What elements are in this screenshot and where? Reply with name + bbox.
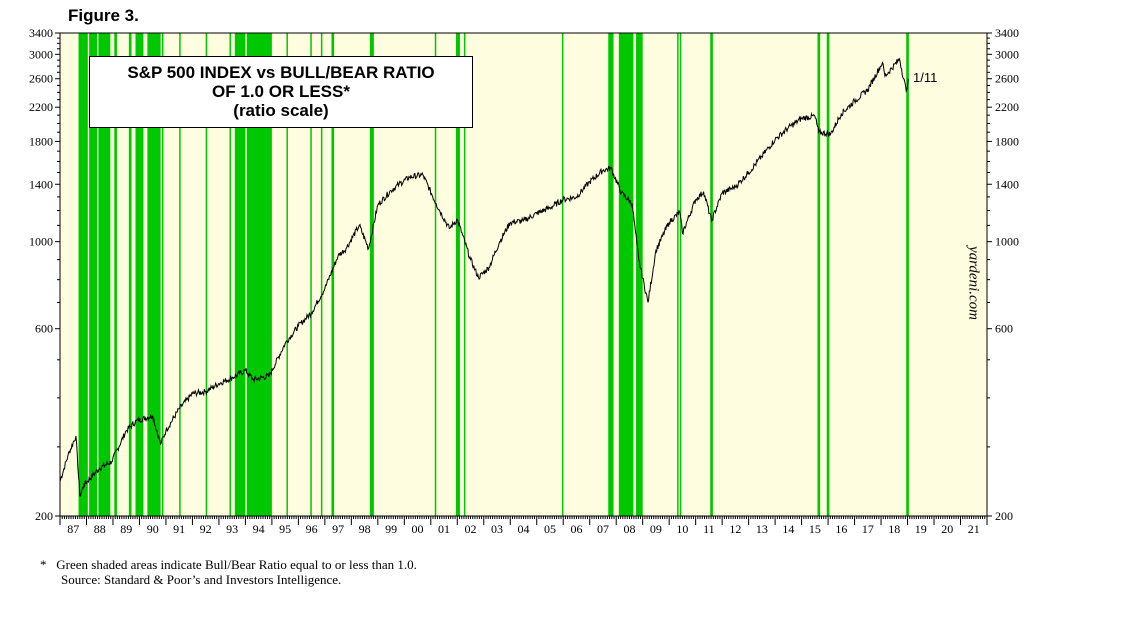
x-tick-label: 08: [623, 522, 635, 536]
y-tick-label-left: 1000: [29, 235, 53, 249]
y-tick-label-right: 2200: [995, 100, 1019, 114]
x-tick-label: 13: [756, 522, 768, 536]
x-tick-label: 12: [729, 522, 741, 536]
shaded-region: [320, 33, 323, 516]
x-tick-label: 06: [570, 522, 582, 536]
x-tick-label: 91: [173, 522, 185, 536]
footnote-line-2: Source: Standard & Poor’s and Investors …: [61, 572, 342, 587]
y-tick-label-left: 3400: [29, 26, 53, 40]
x-tick-label: 00: [412, 522, 424, 536]
x-tick-label: 02: [465, 522, 477, 536]
y-tick-label-left: 1400: [29, 177, 53, 191]
x-tick-label: 17: [862, 522, 874, 536]
x-tick-label: 98: [359, 522, 371, 536]
y-tick-label-right: 2600: [995, 72, 1019, 86]
shaded-region: [310, 33, 312, 516]
watermark: yardeni.com: [958, 243, 988, 323]
shaded-region: [679, 33, 682, 516]
x-tick-label: 90: [147, 522, 159, 536]
x-tick-label: 96: [306, 522, 318, 536]
y-tick-label-right: 600: [995, 322, 1013, 336]
x-tick-label: 04: [518, 522, 530, 536]
y-tick-label-left: 2200: [29, 100, 53, 114]
y-tick-label-right: 3400: [995, 26, 1019, 40]
x-tick-label: 01: [438, 522, 450, 536]
shaded-region: [98, 33, 111, 516]
shaded-region: [434, 33, 437, 516]
y-tick-label-left: 3000: [29, 47, 53, 61]
shaded-region: [561, 33, 564, 516]
y-tick-label-right: 1000: [995, 235, 1019, 249]
x-tick-label: 15: [809, 522, 821, 536]
shaded-region: [331, 33, 335, 516]
shaded-region: [369, 33, 374, 516]
shaded-region: [229, 33, 232, 516]
x-tick-label: 89: [120, 522, 132, 536]
shaded-region: [677, 33, 679, 516]
footnote-text-1: Green shaded areas indicate Bull/Bear Ra…: [56, 557, 417, 572]
y-tick-label-right: 200: [995, 509, 1013, 523]
shaded-region: [147, 33, 161, 516]
y-tick-label-left: 1800: [29, 134, 53, 148]
x-tick-label: 92: [200, 522, 212, 536]
x-tick-label: 97: [332, 522, 344, 536]
shaded-region: [179, 33, 181, 516]
shaded-region: [463, 33, 466, 516]
series-line: [59, 57, 909, 497]
x-tick-label: 14: [782, 522, 794, 536]
y-tick-label-left: 2600: [29, 72, 53, 86]
shaded-region: [205, 33, 208, 516]
x-tick-label: 03: [491, 522, 503, 536]
shaded-region: [618, 33, 634, 516]
shaded-region: [455, 33, 460, 516]
y-tick-label-right: 1400: [995, 177, 1019, 191]
shaded-region: [114, 33, 117, 516]
shaded-region: [906, 33, 909, 516]
chart-title-line-3: (ratio scale): [233, 101, 329, 120]
shaded-region: [128, 33, 132, 516]
shaded-region: [817, 33, 821, 516]
x-tick-label: 93: [226, 522, 238, 536]
x-tick-label: 95: [279, 522, 291, 536]
y-tick-label-left: 200: [35, 509, 53, 523]
x-tick-label: 07: [597, 522, 609, 536]
shaded-region: [636, 33, 643, 516]
shaded-region: [608, 33, 614, 516]
shaded-region: [78, 33, 88, 516]
footnote-line-1: * Green shaded areas indicate Bull/Bear …: [40, 557, 417, 573]
shaded-region: [826, 33, 830, 516]
x-tick-label: 09: [650, 522, 662, 536]
x-tick-label: 18: [888, 522, 900, 536]
x-tick-label: 99: [385, 522, 397, 536]
shaded-region: [710, 33, 713, 516]
shaded-region: [161, 33, 164, 516]
shaded-region: [135, 33, 144, 516]
x-tick-label: 05: [544, 522, 556, 536]
x-tick-label: 88: [94, 522, 106, 536]
y-tick-label-left: 600: [35, 322, 53, 336]
x-tick-label: 20: [941, 522, 953, 536]
figure-label: Figure 3.: [68, 6, 139, 25]
chart-title-box: S&P 500 INDEX vs BULL/BEAR RATIO OF 1.0 …: [89, 56, 473, 128]
x-tick-label: 19: [915, 522, 927, 536]
footnote-star: *: [40, 557, 47, 572]
end-date-label: 1/11: [913, 70, 938, 85]
chart-title-line-2: OF 1.0 OR LESS*: [212, 82, 350, 101]
x-tick-label: 21: [968, 522, 980, 536]
x-tick-label: 94: [253, 522, 265, 536]
shaded-region: [234, 33, 246, 516]
shaded-region: [89, 33, 98, 516]
shaded-region: [286, 33, 288, 516]
y-tick-label-right: 1800: [995, 134, 1019, 148]
series-layer: [59, 57, 909, 497]
watermark-text: yardeni.com: [965, 245, 982, 321]
x-tick-label: 10: [676, 522, 688, 536]
x-tick-label: 16: [835, 522, 847, 536]
y-tick-label-right: 3000: [995, 47, 1019, 61]
x-tick-label: 87: [67, 522, 79, 536]
chart-title-line-1: S&P 500 INDEX vs BULL/BEAR RATIO: [127, 63, 435, 82]
x-tick-label: 11: [703, 522, 715, 536]
